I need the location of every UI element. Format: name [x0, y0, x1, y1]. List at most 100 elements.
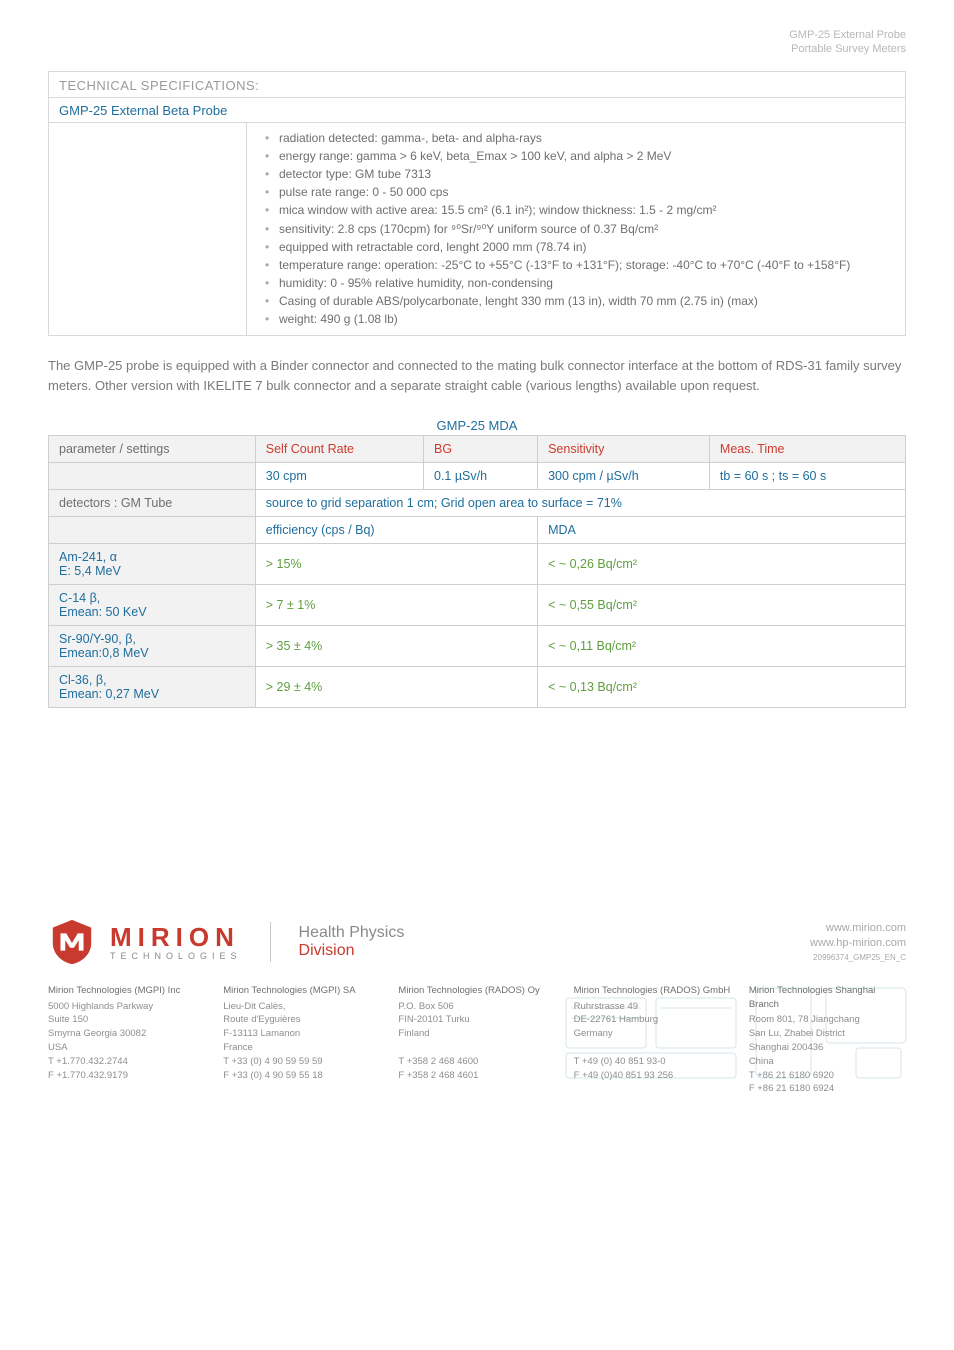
web-links: www.mirion.com www.hp-mirion.com 2099637… — [810, 921, 906, 963]
office-name: Mirion Technologies (MGPI) SA — [223, 984, 380, 998]
mda-r3-src: source to grid separation 1 cm; Grid ope… — [255, 489, 905, 516]
spec-left-empty — [49, 123, 247, 335]
office-block: Mirion Technologies (RADOS) GmbH Ruhrstra… — [574, 984, 731, 1096]
mda-r8-mda: < ~ 0,13 Bq/cm² — [538, 666, 906, 707]
mda-r4-blank — [49, 516, 256, 543]
logo-div: Division — [299, 942, 405, 960]
mda-r5-c1b: E: 5,4 MeV — [59, 564, 121, 578]
spec-bullet: radiation detected: gamma-, beta- and al… — [265, 129, 895, 147]
office-line: F +86 21 6180 6924 — [749, 1082, 906, 1096]
office-line: Ruhrstrasse 49 — [574, 1000, 731, 1014]
mda-r2-sens: 300 cpm / µSv/h — [538, 462, 710, 489]
office-block: Mirion Technologies (RADOS) OyP.O. Box 5… — [398, 984, 555, 1096]
mda-r3-det: detectors : GM Tube — [49, 489, 256, 516]
mda-r7-mda: < ~ 0,11 Bq/cm² — [538, 625, 906, 666]
mda-r7-c1b: Emean:0,8 MeV — [59, 646, 149, 660]
office-line: F +358 2 468 4601 — [398, 1069, 555, 1083]
tech-spec-title: TECHNICAL SPECIFICATIONS: — [49, 72, 905, 98]
office-line: Smyrna Georgia 30082 — [48, 1027, 205, 1041]
office-line: F-13113 Lamanon — [223, 1027, 380, 1041]
mda-r8-label: Cl-36, β, Emean: 0,27 MeV — [49, 666, 256, 707]
office-line: Lieu-Dit Calès, — [223, 1000, 380, 1014]
office-name: Mirion Technologies (RADOS) GmbH — [574, 984, 731, 998]
mda-h-meas: Meas. Time — [709, 435, 905, 462]
mda-table: parameter / settings Self Count Rate BG … — [48, 435, 906, 708]
mda-r6-c1b: Emean: 50 KeV — [59, 605, 147, 619]
spec-bullet: detector type: GM tube 7313 — [265, 165, 895, 183]
mirion-logo: MIRION TECHNOLOGIES Health Physics Divis… — [48, 918, 404, 966]
office-block: Mirion Technologies (MGPI) Inc 5000 Highl… — [48, 984, 205, 1096]
office-line: T +33 (0) 4 90 59 59 59 — [223, 1055, 380, 1069]
mda-r4-eff: efficiency (cps / Bq) — [255, 516, 537, 543]
doc-header-line2: Portable Survey Meters — [48, 42, 906, 56]
mda-r6-mda: < ~ 0,55 Bq/cm² — [538, 584, 906, 625]
office-line: P.O. Box 506 — [398, 1000, 555, 1014]
office-name: Mirion Technologies Shanghai Branch — [749, 984, 906, 1012]
office-line: Shanghai 200436 — [749, 1041, 906, 1055]
office-line: France — [223, 1041, 380, 1055]
mda-r5-label: Am-241, α E: 5,4 MeV — [49, 543, 256, 584]
spec-bullet: Casing of durable ABS/polycarbonate, len… — [265, 292, 895, 310]
mda-h-scr: Self Count Rate — [255, 435, 423, 462]
doc-header-line1: GMP-25 External Probe — [48, 28, 906, 42]
office-line: China — [749, 1055, 906, 1069]
logo-mirion-text: MIRION — [110, 922, 242, 953]
mda-r5-c1a: Am-241, α — [59, 550, 117, 564]
probe-title: GMP-25 External Beta Probe — [49, 98, 905, 123]
spec-bullet: pulse rate range: 0 - 50 000 cps — [265, 183, 895, 201]
mda-r6-label: C-14 β, Emean: 50 KeV — [49, 584, 256, 625]
office-line: USA — [48, 1041, 205, 1055]
office-name: Mirion Technologies (MGPI) Inc — [48, 984, 205, 998]
office-line: Route d'Eyguières — [223, 1013, 380, 1027]
mda-h-bg: BG — [424, 435, 538, 462]
spec-bullet: equipped with retractable cord, lenght 2… — [265, 238, 895, 256]
mda-r2-meas: tb = 60 s ; ts = 60 s — [709, 462, 905, 489]
office-line: T +49 (0) 40 851 93-0 — [574, 1055, 731, 1069]
mda-r7-label: Sr-90/Y-90, β, Emean:0,8 MeV — [49, 625, 256, 666]
logo-division: Health Physics Division — [299, 924, 405, 960]
mda-r2-bg: 0.1 µSv/h — [424, 462, 538, 489]
office-line: F +33 (0) 4 90 59 55 18 — [223, 1069, 380, 1083]
office-line: T +358 2 468 4600 — [398, 1055, 555, 1069]
mda-r8-c1b: Emean: 0,27 MeV — [59, 687, 159, 701]
office-line: Germany — [574, 1027, 731, 1041]
mda-title: GMP-25 MDA — [48, 418, 906, 433]
office-line: Room 801, 78 Jiangchang — [749, 1013, 906, 1027]
office-line: 5000 Highlands Parkway — [48, 1000, 205, 1014]
office-line: T +86 21 6180 6920 — [749, 1069, 906, 1083]
spec-bullet: mica window with active area: 15.5 cm² (… — [265, 201, 895, 219]
doc-id: 20996374_GMP25_EN_C — [810, 952, 906, 963]
office-line: DE-22761 Hamburg — [574, 1013, 731, 1027]
mda-r8-eff: > 29 ± 4% — [255, 666, 537, 707]
office-block: Mirion Technologies Shanghai BranchRoom … — [749, 984, 906, 1096]
office-line: F +1.770.432.9179 — [48, 1069, 205, 1083]
mda-r7-eff: > 35 ± 4% — [255, 625, 537, 666]
office-line: F +49 (0)40 851 93 256 — [574, 1069, 731, 1083]
mda-r6-eff: > 7 ± 1% — [255, 584, 537, 625]
spec-bullet: weight: 490 g (1.08 lb) — [265, 310, 895, 328]
doc-header: GMP-25 External Probe Portable Survey Me… — [48, 28, 906, 57]
office-line: FIN-20101 Turku — [398, 1013, 555, 1027]
office-line: T +1.770.432.2744 — [48, 1055, 205, 1069]
mda-h-param: parameter / settings — [49, 435, 256, 462]
office-line — [574, 1041, 731, 1055]
logo-hp: Health Physics — [299, 924, 405, 942]
mda-r2-cpm: 30 cpm — [255, 462, 423, 489]
shield-icon — [48, 918, 96, 966]
footer: MIRION TECHNOLOGIES Health Physics Divis… — [48, 918, 906, 1096]
mda-r5-mda: < ~ 0,26 Bq/cm² — [538, 543, 906, 584]
spec-bullets: radiation detected: gamma-, beta- and al… — [247, 123, 905, 335]
spec-bullet: temperature range: operation: -25°C to +… — [265, 256, 895, 274]
mda-r4-mda: MDA — [538, 516, 906, 543]
office-line: Finland — [398, 1027, 555, 1041]
offices-row: Mirion Technologies (MGPI) Inc 5000 Highl… — [48, 984, 906, 1096]
mda-h-sens: Sensitivity — [538, 435, 710, 462]
logo-separator — [270, 922, 271, 962]
mda-r5-eff: > 15% — [255, 543, 537, 584]
mda-r6-c1a: C-14 β, — [59, 591, 100, 605]
web-link-2: www.hp-mirion.com — [810, 936, 906, 951]
body-paragraph: The GMP-25 probe is equipped with a Bind… — [48, 356, 906, 396]
office-block: Mirion Technologies (MGPI) SA Lieu-Dit Ca… — [223, 984, 380, 1096]
office-line — [398, 1041, 555, 1055]
spec-bullet: sensitivity: 2.8 cps (170cpm) for ⁹⁰Sr/⁹… — [265, 220, 895, 238]
